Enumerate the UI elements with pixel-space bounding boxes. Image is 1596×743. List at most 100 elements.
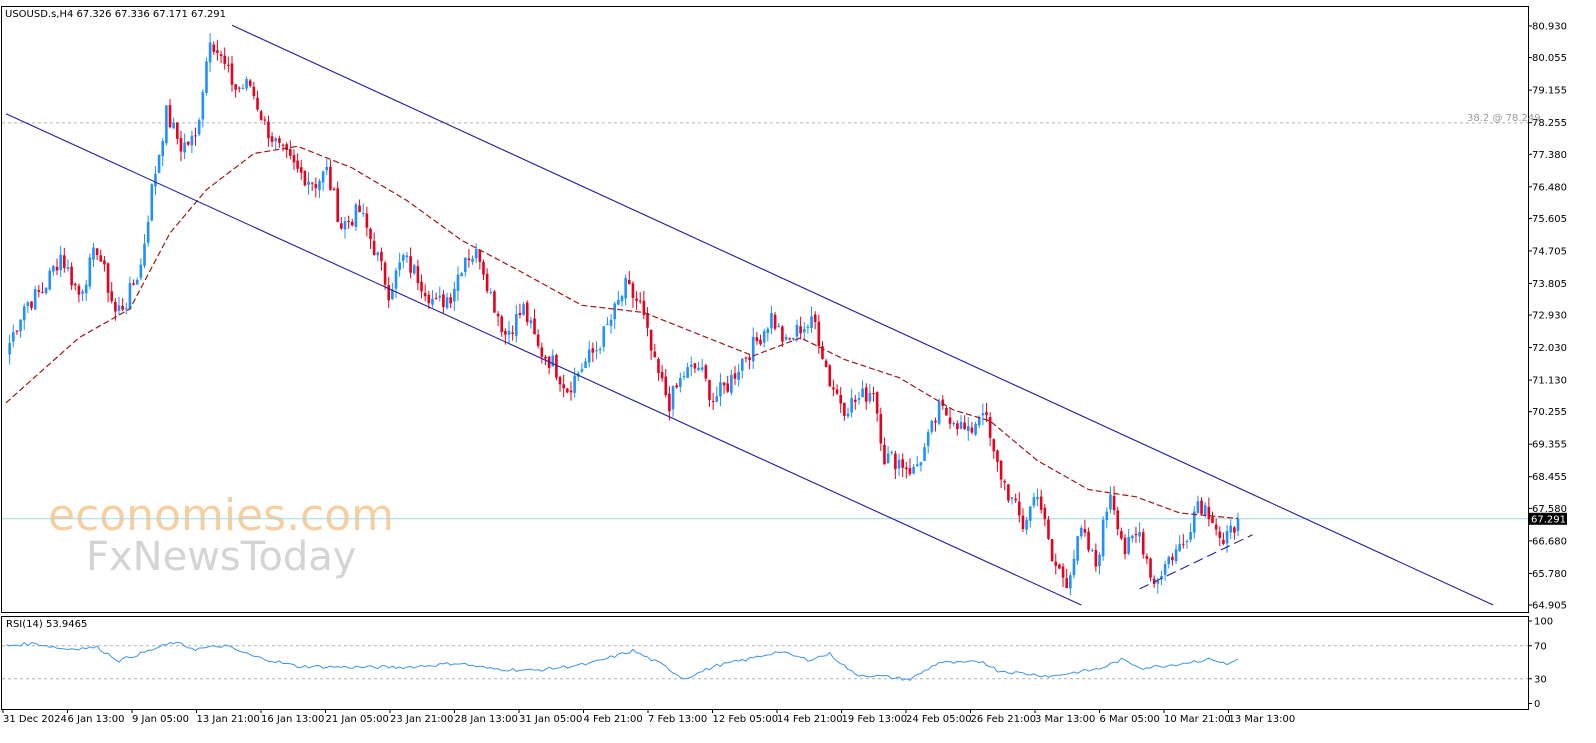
candle-body (1003, 480, 1007, 483)
candle-body (1010, 497, 1014, 499)
candle-body (566, 388, 569, 393)
candle-body (128, 282, 132, 309)
time-axis-label: 4 Feb 21:00 (584, 714, 643, 725)
price-axis-label: 64.905 (1532, 601, 1567, 612)
price-axis-label: 74.705 (1532, 246, 1567, 257)
candle-body (496, 313, 500, 317)
candle-body (799, 326, 802, 334)
candle-body (507, 330, 511, 335)
candle-body (824, 360, 828, 368)
candle-body (1047, 519, 1050, 539)
candle-body (197, 120, 201, 135)
candle-body (890, 451, 894, 453)
candle-body (609, 319, 613, 326)
candle-body (44, 287, 48, 294)
candle-body (183, 142, 186, 153)
candle-body (886, 453, 890, 464)
candle-body (325, 166, 329, 171)
candle-body (11, 332, 15, 342)
candle-body (1018, 501, 1021, 516)
candle-body (657, 359, 660, 374)
candle-body (398, 262, 401, 270)
candle-body (766, 328, 770, 334)
candle-body (165, 105, 168, 144)
candle-body (1134, 533, 1138, 536)
candle-body (350, 221, 354, 226)
candle-body (1138, 532, 1141, 537)
candle-body (635, 298, 638, 301)
candle-body (748, 357, 751, 360)
candle-body (19, 319, 22, 332)
candle-body (176, 122, 179, 139)
candle-body (358, 205, 361, 213)
candle-body (562, 384, 565, 389)
overlays-layer (5, 24, 1494, 606)
candle-body (460, 273, 463, 277)
candle-body (595, 350, 598, 352)
candle-body (84, 284, 88, 294)
candle-body (1160, 575, 1163, 580)
candle-body (139, 264, 143, 278)
symbol-info: USOUSD.s,H4 67.326 67.336 67.171 67.291 (5, 9, 226, 20)
candle-body (1152, 578, 1156, 584)
candle-body (405, 255, 409, 258)
current-price-label: 67.291 (1531, 514, 1566, 525)
candle-body (620, 296, 624, 302)
candle-body (770, 313, 773, 329)
candle-body (726, 383, 730, 392)
candle-body (263, 119, 267, 121)
price-axis-label: 75.605 (1532, 214, 1567, 225)
time-axis-label: 13 Mar 13:00 (1229, 714, 1296, 725)
candle-body (289, 149, 292, 156)
channel-upper-line (231, 24, 1494, 606)
candle-body (762, 330, 766, 343)
candle-body (124, 308, 128, 310)
candle-body (245, 79, 248, 89)
candle-body (1207, 506, 1211, 520)
candle-body (1203, 505, 1207, 516)
candle-body (135, 279, 139, 285)
price-axis-label: 66.680 (1532, 536, 1567, 547)
candle-body (310, 182, 314, 184)
candle-body (1196, 501, 1200, 513)
candle-body (1105, 511, 1109, 521)
candle-body (536, 334, 540, 346)
candle-body (281, 144, 285, 146)
candle-body (883, 444, 886, 465)
candle-body (926, 432, 930, 446)
candle-body (937, 401, 941, 424)
candle-body (26, 302, 30, 307)
candle-body (740, 358, 744, 371)
candle-body (843, 402, 846, 416)
watermark-brand: economies.com (48, 490, 394, 541)
candle-body (146, 221, 150, 243)
candle-body (59, 254, 62, 271)
candle-body (194, 135, 197, 137)
candle-body (821, 346, 824, 359)
candle-body (1028, 506, 1032, 521)
candle-body (558, 376, 562, 385)
time-axis-label: 7 Feb 13:00 (648, 714, 707, 725)
candle-body (157, 154, 161, 173)
candle-body (321, 171, 325, 183)
candle-body (974, 423, 977, 435)
candle-body (518, 312, 522, 315)
candle-body (795, 324, 799, 337)
axes-layer: 80.930 80.055 79.155 78.255 77.380 76.480 75.6… (2, 22, 1567, 725)
candle-body (179, 137, 183, 152)
candle-body (923, 447, 926, 461)
candle-body (394, 270, 398, 289)
candle-body (1032, 497, 1036, 506)
candle-body (81, 291, 84, 294)
candle-body (117, 305, 121, 311)
candle-body (744, 357, 748, 359)
candle-body (981, 413, 985, 416)
candle-body (642, 300, 646, 315)
candle-body (719, 382, 722, 397)
candle-body (875, 392, 879, 414)
candle-body (48, 270, 52, 290)
candle-body (1079, 527, 1083, 537)
candle-body (41, 291, 44, 293)
support-trendline (1139, 534, 1253, 590)
